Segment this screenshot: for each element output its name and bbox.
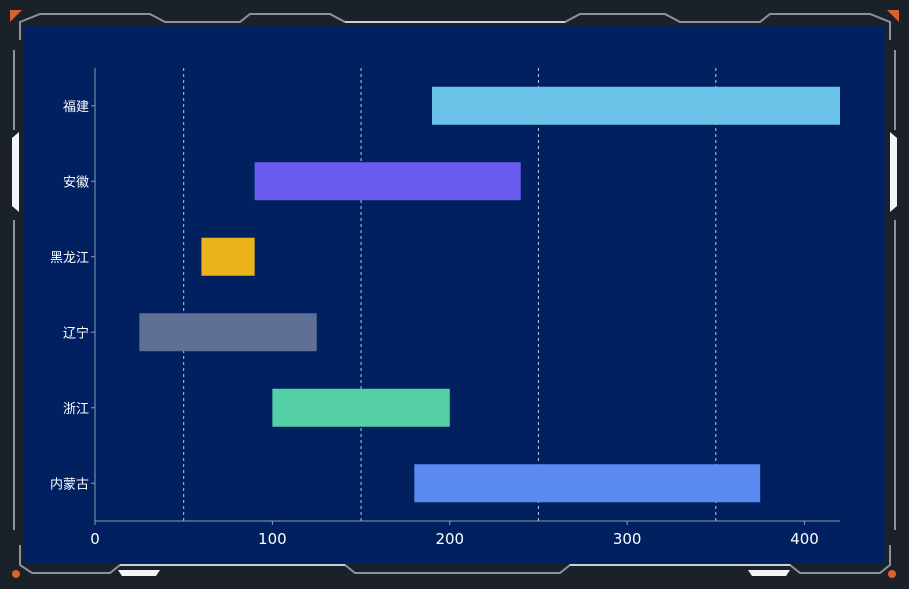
- x-tick-label: 0: [90, 530, 100, 548]
- range-bar: [272, 388, 450, 427]
- y-tick-label: 浙江: [63, 402, 89, 417]
- range-bar: [254, 162, 521, 201]
- x-tick-label: 200: [435, 530, 464, 548]
- y-tick-label: 黑龙江: [50, 251, 89, 266]
- y-tick-label: 安徽: [63, 175, 89, 190]
- range-bar: [414, 464, 761, 503]
- y-tick-label: 内蒙古: [50, 476, 89, 492]
- x-tick-label: 300: [613, 530, 642, 548]
- x-tick-label: 100: [258, 530, 287, 548]
- y-tick-label: 辽宁: [63, 325, 89, 341]
- range-bar: [139, 313, 317, 352]
- y-tick-label: 福建: [63, 100, 89, 115]
- range-bar: [432, 86, 840, 125]
- x-tick-label: 400: [790, 530, 819, 548]
- range-bar: [201, 237, 255, 276]
